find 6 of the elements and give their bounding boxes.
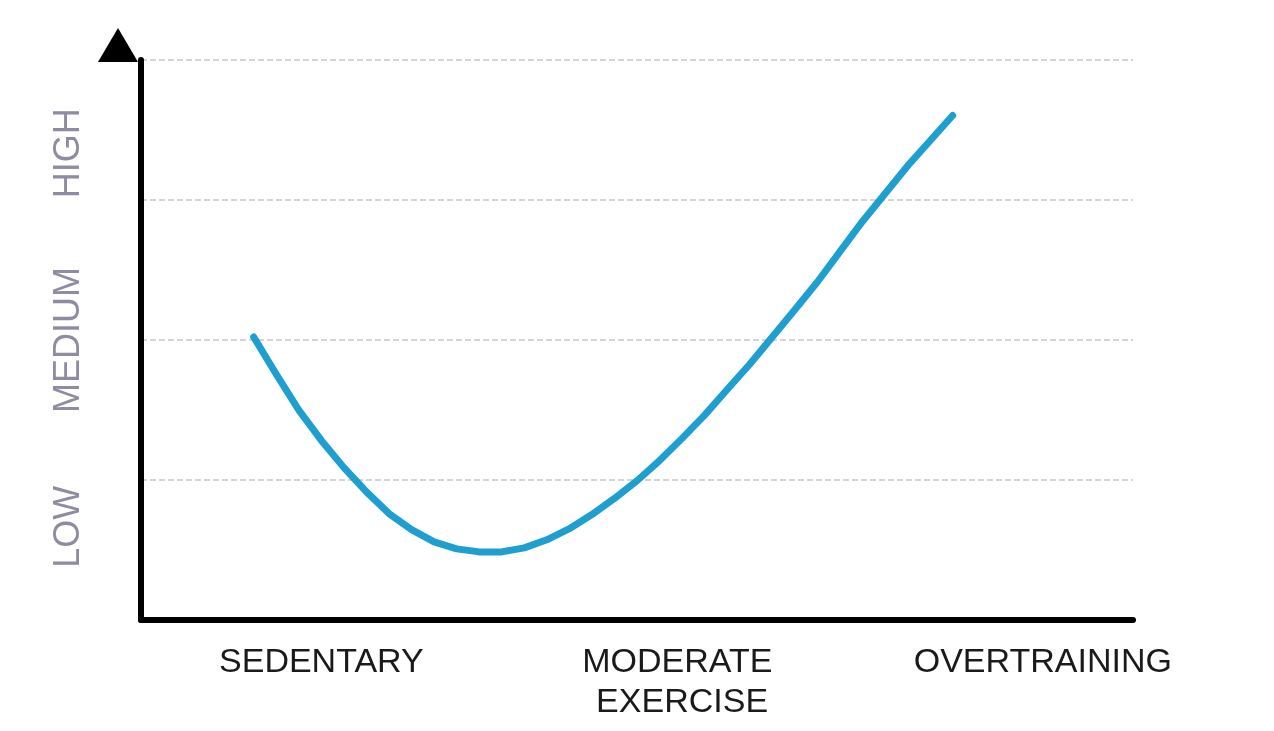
x-tick-label: MODERATE EXERCISE: [582, 641, 782, 719]
text: LOW: [45, 485, 87, 568]
text: MEDIUM: [45, 267, 87, 413]
text: HIGH: [45, 108, 87, 199]
x-tick-label: OVERTRAINING: [913, 641, 1172, 679]
x-tick-label: SEDENTARY: [219, 641, 424, 679]
